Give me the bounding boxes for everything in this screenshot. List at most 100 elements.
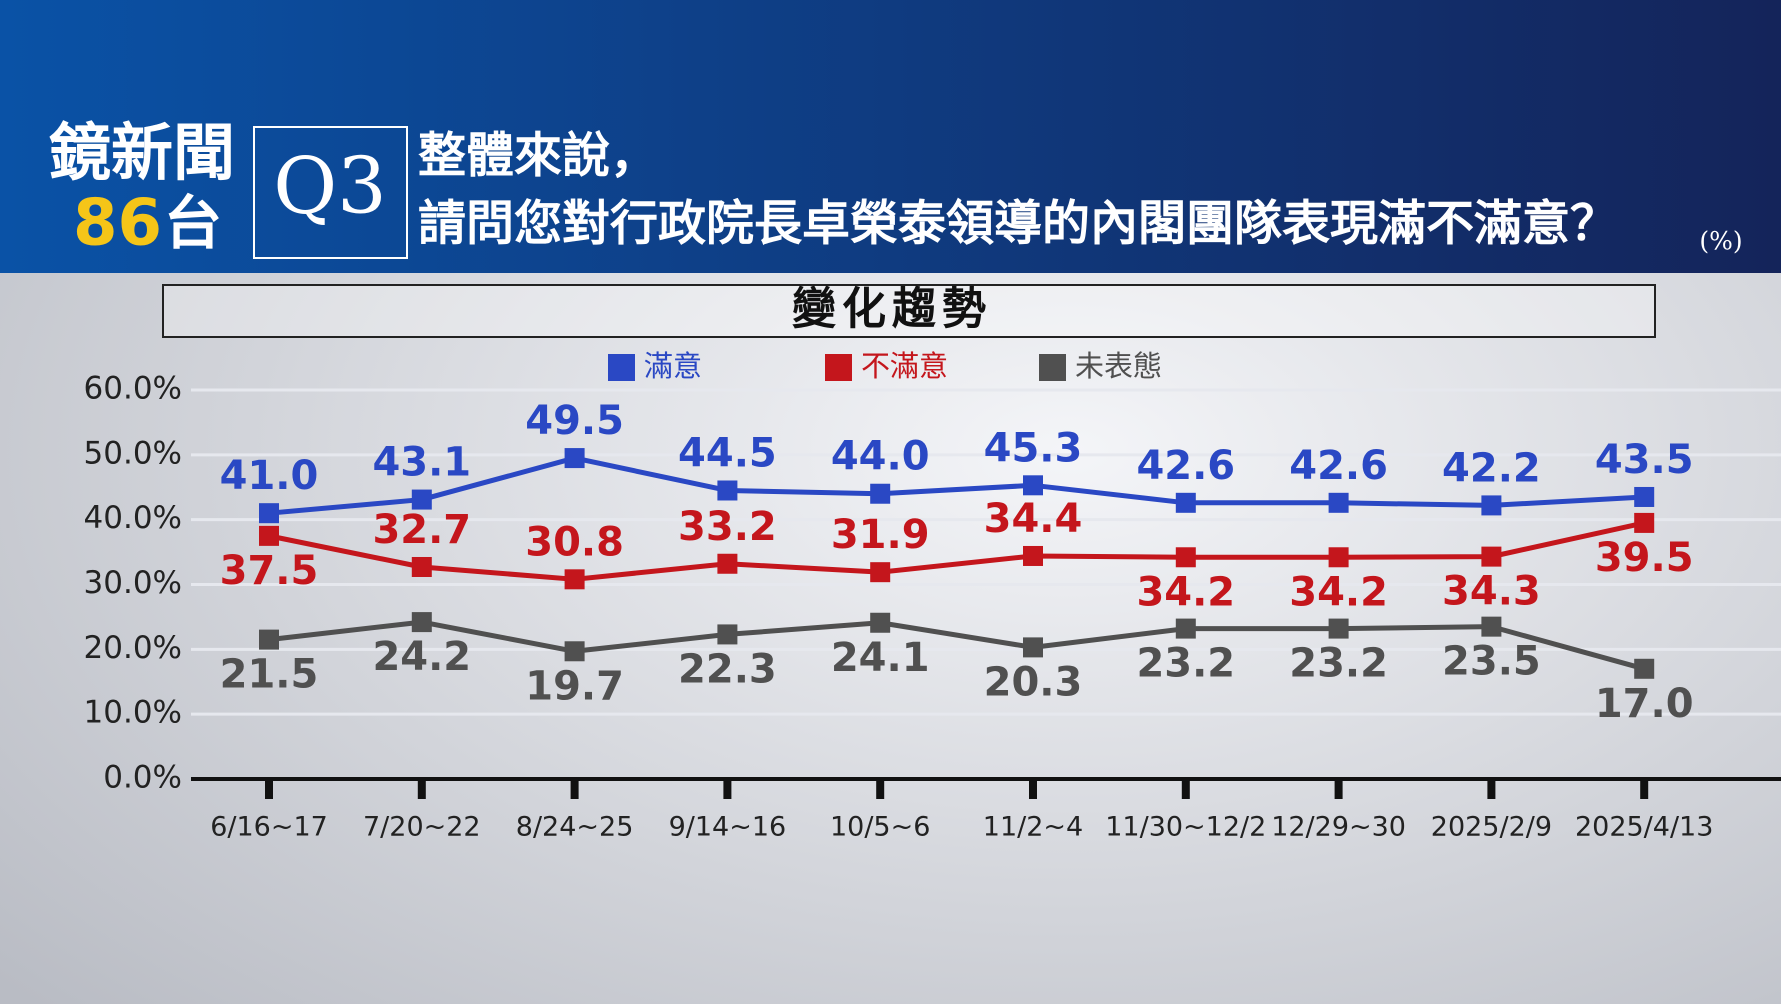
legend-marker bbox=[1039, 354, 1066, 381]
data-label: 24.2 bbox=[372, 634, 471, 680]
data-label: 37.5 bbox=[220, 548, 319, 594]
x-tick bbox=[417, 779, 426, 799]
question-box bbox=[253, 126, 408, 259]
y-tick-label: 20.0% bbox=[84, 630, 182, 666]
data-label: 23.5 bbox=[1442, 639, 1541, 685]
legend-label: 不滿意 bbox=[861, 349, 948, 383]
data-point bbox=[1175, 492, 1196, 513]
data-label: 49.5 bbox=[525, 398, 624, 444]
question-number: Q3 bbox=[273, 142, 387, 232]
data-point bbox=[1481, 546, 1502, 567]
x-tick-label: 12/29~30 bbox=[1271, 812, 1406, 843]
data-label: 43.1 bbox=[372, 440, 471, 486]
data-point bbox=[870, 612, 891, 633]
legend-marker bbox=[825, 354, 852, 381]
data-point bbox=[1023, 475, 1043, 496]
data-label: 32.7 bbox=[372, 507, 471, 553]
x-tick bbox=[1029, 779, 1037, 799]
x-tick-label: 2025/2/9 bbox=[1431, 812, 1552, 843]
x-tick bbox=[570, 779, 579, 799]
x-tick bbox=[265, 779, 273, 799]
data-point bbox=[564, 569, 585, 590]
data-point bbox=[870, 562, 891, 583]
data-label: 34.3 bbox=[1442, 569, 1541, 615]
data-point bbox=[1023, 637, 1043, 658]
x-tick bbox=[1487, 779, 1496, 799]
logo-number: 86 bbox=[73, 187, 162, 261]
x-tick bbox=[876, 779, 885, 799]
data-point bbox=[1175, 618, 1196, 639]
data-label: 43.5 bbox=[1595, 437, 1694, 483]
data-label: 31.9 bbox=[831, 512, 930, 558]
question: 請問您對行政院長卓榮泰領導的內閣團隊表現滿不滿意？ bbox=[418, 196, 1618, 252]
question: 整體來說， bbox=[418, 128, 658, 184]
x-tick-label: 11/30~12/2 bbox=[1105, 812, 1266, 843]
data-point bbox=[1634, 512, 1655, 533]
data-label: 22.3 bbox=[678, 646, 777, 692]
y-tick-label: 60.0% bbox=[84, 371, 182, 407]
x-tick-label: 7/20~22 bbox=[363, 812, 481, 843]
data-label: 44.5 bbox=[678, 430, 777, 476]
series-line bbox=[268, 455, 1645, 516]
x-tick-label: 8/24~25 bbox=[516, 812, 634, 843]
legend-label: 滿意 bbox=[644, 349, 702, 383]
data-point bbox=[411, 556, 432, 577]
data-label: 21.5 bbox=[220, 652, 319, 698]
data-point bbox=[717, 553, 738, 574]
data-label: 34.2 bbox=[1289, 569, 1388, 615]
data-label: 34.4 bbox=[984, 496, 1083, 542]
data-point bbox=[564, 448, 585, 469]
data-point bbox=[1634, 486, 1655, 507]
series-line bbox=[268, 619, 1645, 672]
data-label: 41.0 bbox=[220, 453, 319, 499]
data-point bbox=[1634, 658, 1655, 679]
y-tick-label: 50.0% bbox=[84, 435, 182, 471]
logo: 鏡新聞 bbox=[49, 116, 235, 189]
data-label: 20.3 bbox=[984, 659, 1083, 705]
x-tick-label: 6/16~17 bbox=[210, 812, 328, 843]
data-label: 17.0 bbox=[1595, 681, 1694, 727]
data-label: 23.2 bbox=[1289, 641, 1388, 687]
data-label: 19.7 bbox=[525, 663, 624, 709]
y-tick-label: 30.0% bbox=[84, 565, 182, 601]
y-tick-label: 0.0% bbox=[103, 760, 182, 796]
data-point bbox=[1328, 618, 1349, 639]
data-label: 34.2 bbox=[1136, 569, 1235, 615]
title-box bbox=[162, 284, 1656, 338]
x-tick bbox=[1640, 779, 1649, 799]
x-tick-label: 9/14~16 bbox=[669, 812, 787, 843]
data-label: 44.0 bbox=[831, 434, 930, 480]
data-point bbox=[259, 503, 279, 524]
data-point bbox=[1328, 547, 1349, 568]
data-label: 30.8 bbox=[525, 519, 624, 565]
y-tick-label: 10.0% bbox=[84, 695, 182, 731]
data-point bbox=[717, 624, 738, 645]
data-point bbox=[1023, 545, 1043, 566]
x-tick bbox=[1334, 779, 1343, 799]
data-point bbox=[1175, 547, 1196, 568]
legend-marker bbox=[608, 354, 635, 381]
x-tick-label: 2025/4/13 bbox=[1575, 812, 1713, 843]
data-label: 39.5 bbox=[1595, 535, 1694, 581]
data-label: 33.2 bbox=[678, 504, 777, 550]
x-tick bbox=[723, 779, 732, 799]
x-tick bbox=[1181, 779, 1190, 799]
data-point bbox=[411, 489, 432, 510]
data-label: 42.6 bbox=[1289, 443, 1388, 489]
x-tick-label: 11/2~4 bbox=[983, 812, 1083, 843]
data-point bbox=[1481, 616, 1502, 637]
data-point bbox=[564, 641, 585, 662]
data-label: 42.2 bbox=[1442, 445, 1541, 491]
data-point bbox=[717, 480, 738, 501]
y-tick-label: 40.0% bbox=[84, 500, 182, 536]
data-label: 23.2 bbox=[1136, 641, 1235, 687]
x-tick-label: 10/5~6 bbox=[830, 812, 930, 843]
logo-suffix: 台 bbox=[164, 189, 222, 257]
legend-label: 未表態 bbox=[1075, 349, 1162, 383]
header bbox=[0, 0, 1781, 273]
unit: (%) bbox=[1699, 227, 1742, 256]
chart-title: 變化趨勢 bbox=[792, 284, 992, 335]
data-label: 45.3 bbox=[984, 425, 1083, 471]
data-point bbox=[1481, 495, 1502, 516]
